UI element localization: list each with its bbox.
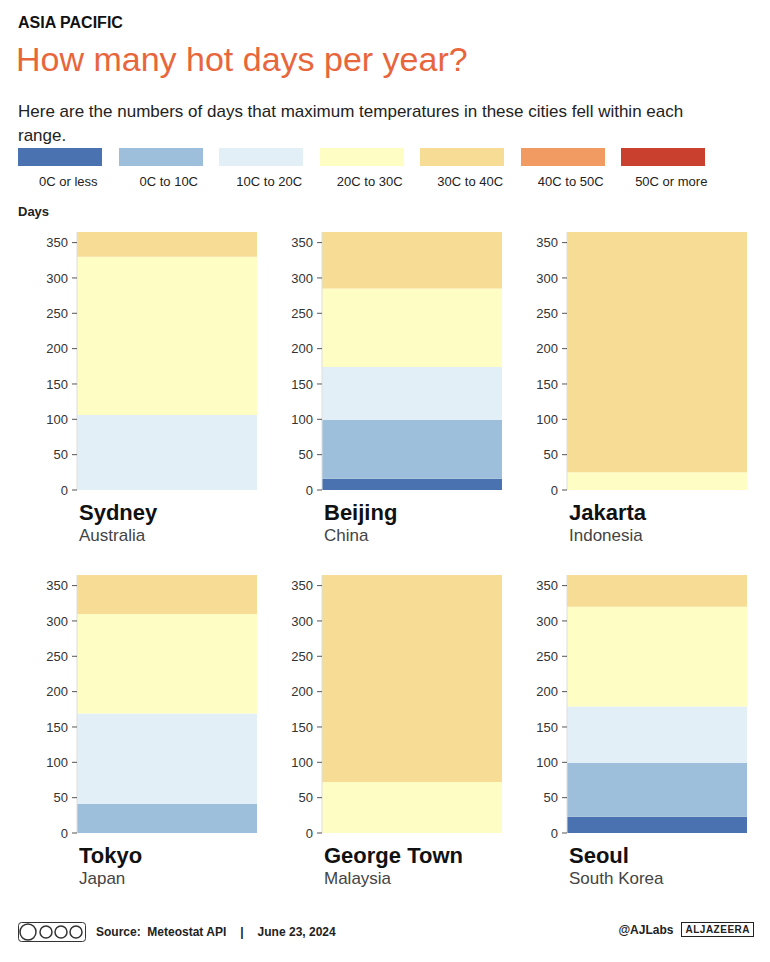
html-text:Jakarta: Jakarta <box>569 500 647 525</box>
svg-text:50: 50 <box>299 790 313 805</box>
svg-text:250: 250 <box>291 649 313 664</box>
svg-text:300: 300 <box>536 614 558 629</box>
svg-text:350: 350 <box>291 235 313 250</box>
html-text:Tokyo: Tokyo <box>79 843 143 868</box>
html-text:Sydney: Sydney <box>79 500 158 525</box>
svg-text:0: 0 <box>306 826 313 841</box>
html-text:@AJLabs: @AJLabs <box>618 922 674 937</box>
html-text:50C or more: 50C or more <box>635 174 708 189</box>
html-text:Australia: Australia <box>79 526 146 545</box>
svg-text:150: 150 <box>291 377 313 392</box>
svg-text:150: 150 <box>536 720 558 735</box>
svg-text:200: 200 <box>46 684 68 699</box>
html-text:Malaysia: Malaysia <box>324 869 392 888</box>
html-text:10C to 20C: 10C to 20C <box>236 174 303 189</box>
svg-text:300: 300 <box>46 614 68 629</box>
html-text:ASIA PACIFIC: ASIA PACIFIC <box>18 14 123 31</box>
html-text:Beijing: Beijing <box>324 500 398 525</box>
svg-text:250: 250 <box>536 649 558 664</box>
svg-text:250: 250 <box>291 306 313 321</box>
svg-text:50: 50 <box>544 447 558 462</box>
svg-text:250: 250 <box>46 649 68 664</box>
svg-text:0: 0 <box>61 826 68 841</box>
html-text:June 23, 2024: June 23, 2024 <box>257 925 336 939</box>
html-text:ALJAZEERA: ALJAZEERA <box>685 924 750 935</box>
svg-text:100: 100 <box>46 412 68 427</box>
svg-text:50: 50 <box>299 447 313 462</box>
svg-text:50: 50 <box>54 790 68 805</box>
html-text:Here are the numbers of days t: Here are the numbers of days that maximu… <box>18 102 684 145</box>
html-text:China: China <box>324 526 369 545</box>
svg-text:150: 150 <box>46 720 68 735</box>
svg-text:150: 150 <box>46 377 68 392</box>
html-text:South Korea: South Korea <box>569 869 664 888</box>
svg-text:50: 50 <box>54 447 68 462</box>
html-text:30C to 40C: 30C to 40C <box>437 174 504 189</box>
svg-text:100: 100 <box>536 755 558 770</box>
svg-text:350: 350 <box>46 578 68 593</box>
html-text:Japan: Japan <box>79 869 126 888</box>
svg-text:50: 50 <box>544 790 558 805</box>
svg-text:200: 200 <box>291 341 313 356</box>
svg-text:350: 350 <box>46 235 68 250</box>
svg-text:300: 300 <box>536 271 558 286</box>
svg-text:100: 100 <box>536 412 558 427</box>
html-text:0C to 10C: 0C to 10C <box>139 174 198 189</box>
html-text:20C to 30C: 20C to 30C <box>336 174 403 189</box>
html-text:How many hot days per year?: How many hot days per year? <box>16 40 468 78</box>
svg-text:250: 250 <box>46 306 68 321</box>
svg-text:0: 0 <box>551 826 558 841</box>
svg-text:200: 200 <box>536 341 558 356</box>
svg-text:100: 100 <box>46 755 68 770</box>
html-text:George Town: George Town <box>324 843 463 868</box>
svg-text:200: 200 <box>46 341 68 356</box>
svg-text:100: 100 <box>291 412 313 427</box>
svg-text:350: 350 <box>291 578 313 593</box>
svg-text:0: 0 <box>551 483 558 498</box>
svg-text:0: 0 <box>306 483 313 498</box>
html-text:Source: Meteostat API: Source: Meteostat API <box>96 925 227 939</box>
svg-text:0: 0 <box>61 483 68 498</box>
html-text:40C to 50C: 40C to 50C <box>537 174 604 189</box>
svg-text:300: 300 <box>291 614 313 629</box>
svg-text:350: 350 <box>536 578 558 593</box>
svg-text:150: 150 <box>536 377 558 392</box>
html-text:Indonesia: Indonesia <box>569 526 643 545</box>
svg-text:300: 300 <box>291 271 313 286</box>
svg-text:200: 200 <box>536 684 558 699</box>
svg-text:250: 250 <box>536 306 558 321</box>
svg-text:100: 100 <box>291 755 313 770</box>
html-text:0C or less: 0C or less <box>39 174 98 189</box>
html-text:Seoul: Seoul <box>569 843 629 868</box>
html-text:Days: Days <box>18 204 50 219</box>
svg-text:300: 300 <box>46 271 68 286</box>
svg-text:150: 150 <box>291 720 313 735</box>
svg-text:200: 200 <box>291 684 313 699</box>
svg-text:350: 350 <box>536 235 558 250</box>
